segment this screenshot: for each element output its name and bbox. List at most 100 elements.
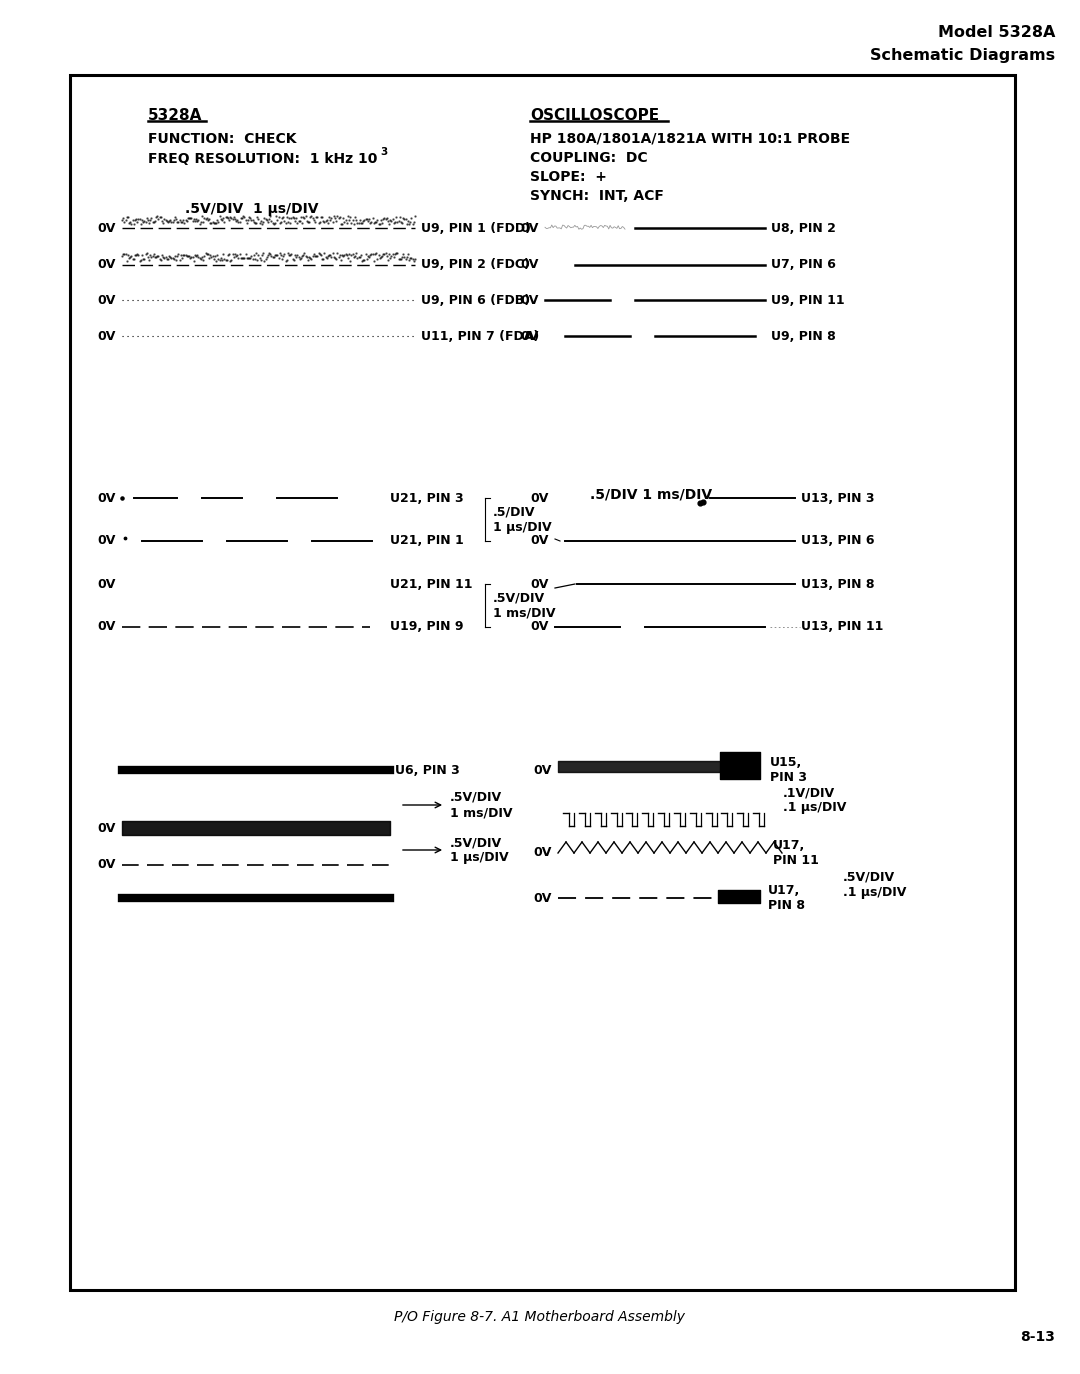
Point bbox=[245, 245, 262, 267]
Point bbox=[204, 245, 221, 267]
Point bbox=[325, 246, 342, 268]
Point bbox=[159, 212, 176, 234]
Point bbox=[404, 213, 421, 235]
Point bbox=[222, 207, 240, 229]
Point bbox=[271, 212, 288, 234]
Text: 0V: 0V bbox=[97, 221, 116, 235]
Point bbox=[195, 207, 213, 229]
Point bbox=[258, 209, 275, 231]
Point bbox=[373, 246, 390, 268]
Point bbox=[168, 210, 186, 232]
Point bbox=[269, 245, 286, 267]
Point bbox=[275, 243, 293, 265]
Point bbox=[172, 245, 189, 267]
Point bbox=[285, 207, 302, 229]
Text: .1V/DIV
.1 μs/DIV: .1V/DIV .1 μs/DIV bbox=[783, 786, 847, 813]
Point bbox=[137, 210, 154, 232]
Point bbox=[139, 246, 157, 268]
Point bbox=[245, 212, 262, 234]
Text: 0V: 0V bbox=[534, 892, 552, 904]
Point bbox=[372, 213, 389, 235]
Point bbox=[165, 247, 183, 269]
Point bbox=[364, 206, 381, 228]
Point bbox=[191, 247, 208, 269]
Point bbox=[387, 212, 404, 234]
Point bbox=[260, 207, 278, 229]
Point bbox=[176, 213, 193, 235]
Point bbox=[188, 245, 205, 267]
Point bbox=[230, 246, 247, 268]
Point bbox=[117, 528, 134, 550]
Point bbox=[403, 247, 420, 269]
Text: 0V: 0V bbox=[97, 534, 116, 547]
Text: U9, PIN 1 (FDD): U9, PIN 1 (FDD) bbox=[421, 221, 531, 235]
Point bbox=[394, 243, 411, 265]
Point bbox=[355, 209, 373, 231]
Text: P/O Figure 8-7. A1 Motherboard Assembly: P/O Figure 8-7. A1 Motherboard Assembly bbox=[394, 1309, 686, 1325]
Point bbox=[316, 246, 334, 268]
Text: U17,
PIN 11: U17, PIN 11 bbox=[773, 840, 819, 867]
Point bbox=[288, 245, 306, 267]
Point bbox=[123, 245, 140, 267]
Point bbox=[192, 247, 210, 269]
Point bbox=[361, 207, 378, 229]
Point bbox=[283, 207, 300, 229]
Point bbox=[342, 213, 360, 235]
Point bbox=[179, 207, 197, 229]
Point bbox=[294, 245, 311, 267]
Point bbox=[380, 213, 397, 235]
Point bbox=[313, 206, 330, 228]
Point bbox=[146, 210, 163, 232]
Point bbox=[234, 205, 252, 227]
Point bbox=[379, 250, 396, 272]
Point bbox=[152, 250, 170, 272]
Point bbox=[282, 212, 299, 234]
Point bbox=[315, 210, 333, 232]
Text: 0V: 0V bbox=[530, 621, 549, 633]
Point bbox=[332, 206, 349, 228]
Point bbox=[244, 209, 261, 231]
Point bbox=[389, 210, 406, 232]
Text: SLOPE:  +: SLOPE: + bbox=[530, 170, 607, 184]
Text: 5328A: 5328A bbox=[148, 109, 202, 124]
Point bbox=[405, 210, 422, 232]
Point bbox=[401, 213, 418, 235]
Point bbox=[153, 243, 171, 265]
Point bbox=[350, 213, 367, 235]
Point bbox=[366, 243, 383, 265]
Point bbox=[206, 245, 224, 267]
Point bbox=[132, 249, 149, 271]
Point bbox=[310, 212, 327, 234]
Point bbox=[262, 246, 280, 268]
Point bbox=[116, 210, 133, 232]
Text: .5V/DIV
1 μs/DIV: .5V/DIV 1 μs/DIV bbox=[450, 835, 509, 864]
Point bbox=[113, 209, 131, 231]
Point bbox=[402, 212, 419, 234]
Point bbox=[269, 209, 286, 231]
Point bbox=[221, 250, 239, 272]
Point bbox=[320, 212, 337, 234]
Point bbox=[214, 209, 231, 231]
Point bbox=[242, 206, 259, 228]
Point bbox=[118, 250, 135, 272]
Point bbox=[144, 210, 161, 232]
Text: Model 5328A: Model 5328A bbox=[937, 25, 1055, 40]
Point bbox=[215, 243, 232, 265]
Point bbox=[360, 210, 377, 232]
Point bbox=[262, 209, 280, 231]
Point bbox=[149, 245, 166, 267]
Point bbox=[400, 210, 417, 232]
Point bbox=[306, 243, 323, 265]
Point bbox=[174, 212, 191, 234]
Point bbox=[240, 247, 257, 269]
Point bbox=[141, 243, 159, 265]
Point bbox=[365, 250, 382, 272]
Point bbox=[123, 213, 140, 235]
Point bbox=[125, 213, 143, 235]
Point bbox=[126, 245, 144, 267]
Point bbox=[273, 207, 291, 229]
Text: .5V/DIV  1 μs/DIV: .5V/DIV 1 μs/DIV bbox=[185, 202, 319, 216]
Text: 0V: 0V bbox=[521, 330, 539, 342]
Point bbox=[140, 249, 158, 271]
Point bbox=[119, 206, 136, 228]
